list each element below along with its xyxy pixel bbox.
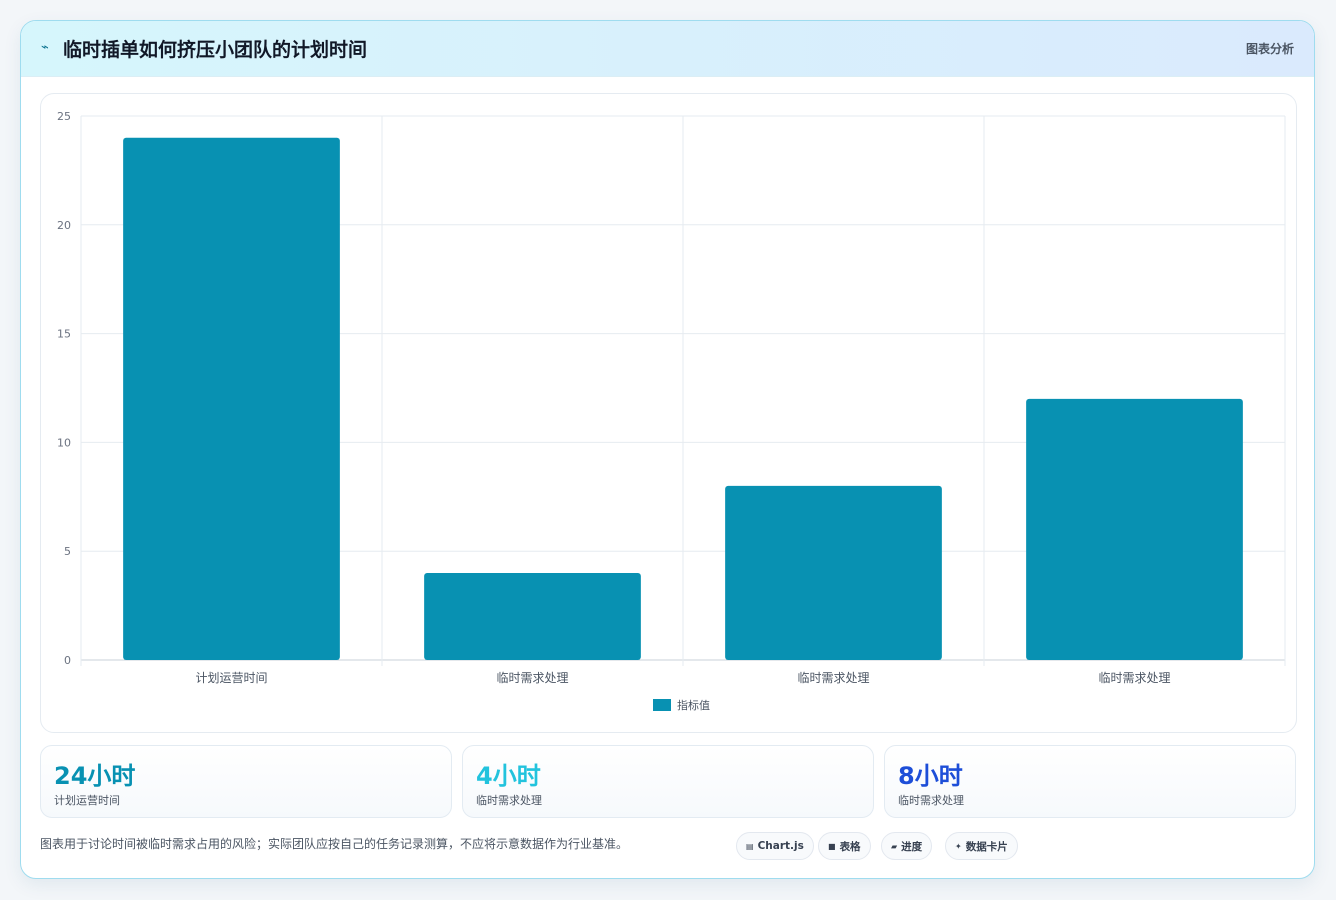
stat-value: 24小时 (54, 762, 136, 790)
legend-swatch (653, 699, 671, 711)
stat-label: 临时需求处理 (898, 794, 964, 807)
y-tick-label: 20 (57, 219, 71, 232)
x-tick-label: 临时需求处理 (797, 671, 869, 685)
card-header: ⌁ 临时插单如何挤压小团队的计划时间 图表分析 (21, 21, 1314, 77)
chip-label: Chart.js (757, 840, 804, 852)
sparkle-icon: ✦ (955, 841, 962, 851)
stat-label: 计划运营时间 (54, 794, 120, 807)
bar (725, 485, 942, 660)
bar (1026, 398, 1243, 660)
y-tick-label: 15 (57, 328, 71, 341)
y-tick-label: 0 (64, 654, 71, 667)
stat-card-2: 4小时 临时需求处理 (462, 745, 874, 818)
y-tick-label: 25 (57, 110, 71, 123)
x-tick-label: 计划运营时间 (195, 671, 267, 685)
chip-label: 表格 (839, 840, 861, 853)
chart-footnote: 图表用于讨论时间被临时需求占用的风险；实际团队应按自己的任务记录测算，不应将示意… (40, 837, 629, 851)
chip-chartjs[interactable]: ▤ Chart.js (736, 832, 814, 860)
y-tick-label: 10 (57, 436, 71, 449)
line-chart-icon: ⌁ (41, 40, 49, 55)
x-tick-label: 临时需求处理 (496, 671, 568, 685)
page-title: 临时插单如何挤压小团队的计划时间 (63, 39, 368, 61)
chip-table[interactable]: ■ 表格 (818, 832, 871, 860)
chart-icon: ▤ (746, 841, 754, 851)
y-tick-label: 5 (64, 545, 71, 558)
bar (424, 572, 641, 660)
stat-value: 4小时 (476, 762, 541, 790)
chart-analysis-link[interactable]: 图表分析 (1245, 42, 1294, 56)
chip-progress[interactable]: ▰ 进度 (881, 832, 933, 860)
table-icon: ■ (828, 841, 836, 851)
x-tick-label: 临时需求处理 (1098, 671, 1170, 685)
stat-card-1: 24小时 计划运营时间 (40, 745, 452, 818)
bar (123, 137, 340, 660)
stat-label: 临时需求处理 (476, 794, 542, 807)
chip-label: 进度 (901, 840, 923, 853)
chip-label: 数据卡片 (965, 840, 1008, 853)
stat-card-3: 8小时 临时需求处理 (884, 745, 1296, 818)
progress-icon: ▰ (891, 841, 898, 851)
chip-data-card[interactable]: ✦ 数据卡片 (945, 832, 1018, 860)
chart-container: 0 5 10 15 20 25 计划运营时间 临时需求处理 临时需求处理 临时需求处理指标值 (40, 93, 1297, 733)
stat-value: 8小时 (898, 762, 963, 790)
legend-label: 指标值 (677, 698, 710, 712)
chart-card: ⌁ 临时插单如何挤压小团队的计划时间 图表分析 0 5 10 15 20 25 计划运营时间… (20, 20, 1315, 879)
